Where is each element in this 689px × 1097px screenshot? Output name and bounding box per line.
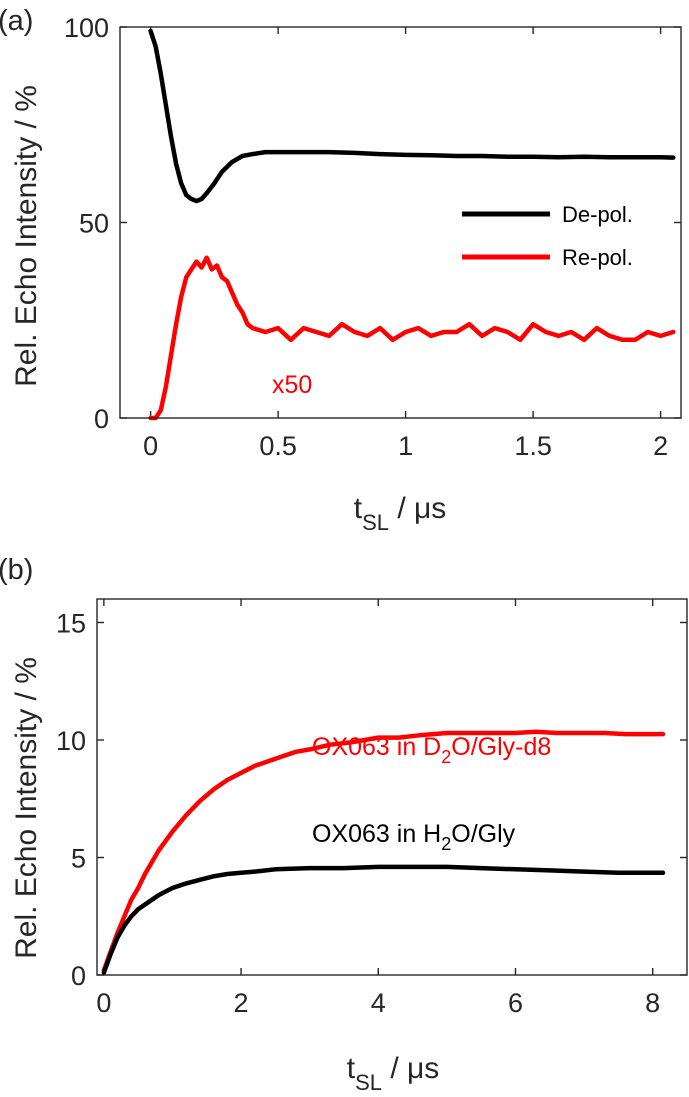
y-tick-label-b-1: 5 bbox=[71, 844, 86, 874]
x-tick-label-b-0: 0 bbox=[96, 988, 111, 1018]
x-tick-label-a-3: 1.5 bbox=[514, 431, 552, 461]
panel-a-xlabel: tSL / μs bbox=[354, 492, 447, 535]
series-label-d2o-main: OX063 in D bbox=[312, 733, 441, 761]
series-line-b-1 bbox=[101, 864, 666, 975]
panel-b-frame bbox=[96, 598, 688, 976]
panel-a-tick-labels: 0 0.5 1 1.5 2 0 50 100 bbox=[64, 13, 668, 461]
annotation-x50: x50 bbox=[272, 371, 312, 399]
panel-b: (b) Rel. Echo Intensity / % 0 2 4 6 8051015 … bbox=[0, 554, 688, 1095]
panel-a-frame bbox=[119, 26, 682, 419]
y-tick-label-b-2: 10 bbox=[56, 726, 86, 756]
legend-label-repol: Re-pol. bbox=[562, 245, 633, 270]
y-tick-label-a-0: 0 bbox=[94, 404, 109, 434]
x-tick-label-b-1: 2 bbox=[234, 988, 249, 1018]
panel-b-xlabel: tSL / μs bbox=[347, 1052, 440, 1095]
panel-b-axes bbox=[97, 599, 687, 976]
series-line-a-1 bbox=[148, 255, 676, 421]
panel-a-series bbox=[148, 28, 676, 421]
series-label-h2o-rest: O/Gly bbox=[451, 820, 515, 848]
x-tick-label-a-1: 0.5 bbox=[259, 431, 297, 461]
panel-a-label: (a) bbox=[0, 5, 33, 37]
series-line-b-0 bbox=[101, 729, 666, 973]
panel-b-xlabel-sub: SL bbox=[355, 1070, 382, 1095]
panel-b-series bbox=[101, 729, 666, 975]
series-label-h2o-sub: 2 bbox=[441, 834, 451, 854]
x-tick-label-b-2: 4 bbox=[371, 988, 386, 1018]
x-tick-label-b-4: 8 bbox=[645, 988, 660, 1018]
panel-b-ylabel: Rel. Echo Intensity / % bbox=[10, 657, 43, 959]
panel-a-xlabel-sub: SL bbox=[362, 510, 389, 535]
y-tick-label-a-1: 50 bbox=[79, 209, 109, 239]
series-label-d2o-sub: 2 bbox=[441, 747, 451, 767]
series-label-d2o: OX063 in D2O/Gly-d8 bbox=[312, 733, 551, 767]
series-label-d2o-rest: O/Gly-d8 bbox=[451, 733, 551, 761]
y-tick-label-b-0: 0 bbox=[71, 961, 86, 991]
series-label-h2o-main: OX063 in H bbox=[312, 820, 441, 848]
panel-a-ylabel: Rel. Echo Intensity / % bbox=[10, 85, 43, 387]
panel-a-legend: De-pol. Re-pol. bbox=[462, 202, 633, 270]
series-label-h2o: OX063 in H2O/Gly bbox=[312, 820, 516, 854]
x-tick-label-a-2: 1 bbox=[398, 431, 413, 461]
legend-label-depol: De-pol. bbox=[562, 202, 633, 227]
panel-b-tick-labels: 0 2 4 6 8 0 5 10 15 bbox=[56, 609, 660, 1019]
panel-a-xlabel-main: t bbox=[354, 492, 363, 525]
panel-b-xlabel-unit: / μs bbox=[382, 1052, 439, 1085]
x-tick-label-a-4: 2 bbox=[653, 431, 668, 461]
panel-a: (a) Rel. Echo Intensity / % 0 0.5 1 1.5 2 0 50… bbox=[0, 5, 682, 535]
x-tick-label-b-3: 6 bbox=[508, 988, 523, 1018]
panel-b-label: (b) bbox=[0, 554, 33, 586]
series-line-a-0 bbox=[148, 28, 676, 204]
panel-a-xlabel-unit: / μs bbox=[389, 492, 446, 525]
y-tick-label-a-2: 100 bbox=[64, 13, 109, 43]
y-tick-label-b-3: 15 bbox=[56, 609, 86, 639]
x-tick-label-a-0: 0 bbox=[143, 431, 158, 461]
panel-b-xlabel-main: t bbox=[347, 1052, 356, 1085]
